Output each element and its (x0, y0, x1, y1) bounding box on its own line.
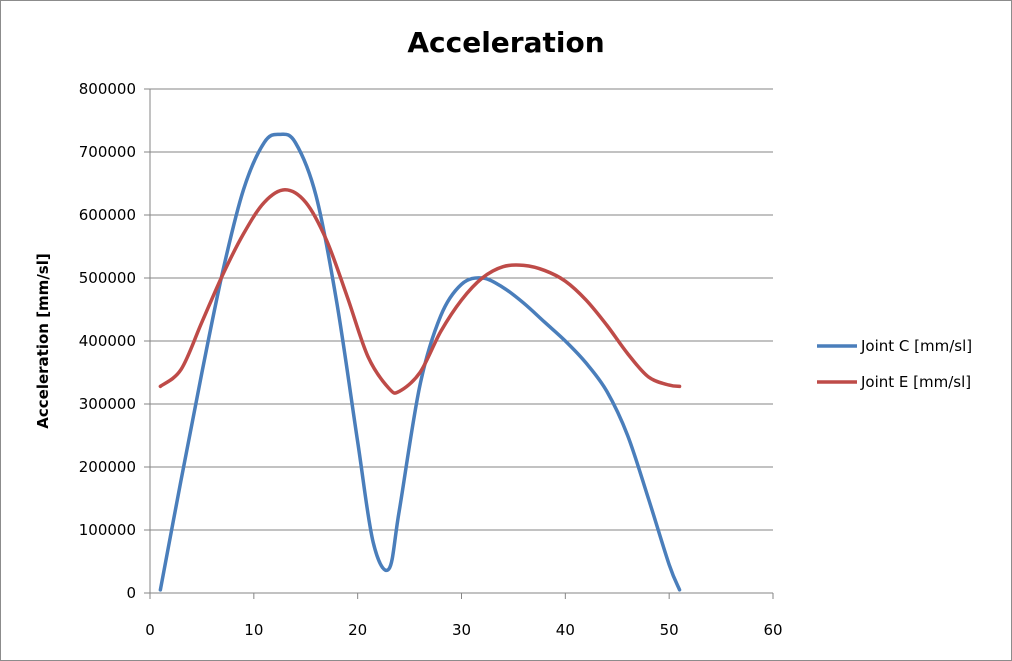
x-tick-label: 30 (452, 621, 471, 639)
x-tick-label: 50 (660, 621, 679, 639)
x-tick-label: 40 (556, 621, 575, 639)
axes (144, 88, 774, 599)
x-tick-label: 0 (145, 621, 155, 639)
legend-label-joint-c: Joint C [mm/sl] (860, 337, 972, 355)
y-tick-label: 100000 (79, 521, 136, 539)
y-tick-label: 700000 (79, 143, 136, 161)
chart-title: Acceleration (407, 26, 604, 59)
series-lines (158, 132, 682, 592)
x-tick-label: 10 (244, 621, 263, 639)
y-tick-label: 600000 (79, 206, 136, 224)
y-axis-label: Acceleration [mm/sl] (34, 253, 52, 428)
y-tick-label: 800000 (79, 80, 136, 98)
y-tick-label: 300000 (79, 395, 136, 413)
x-tick-label: 60 (763, 621, 782, 639)
y-tick-label: 400000 (79, 332, 136, 350)
series-line-joint-c (158, 132, 682, 592)
legend-label-joint-e: Joint E [mm/sl] (860, 373, 971, 391)
tick-labels: 0 100000 200000 300000 400000 500000 600000 700… (79, 80, 783, 639)
y-tick-label: 0 (126, 584, 136, 602)
x-tick-label: 20 (348, 621, 367, 639)
series-line-joint-e (158, 188, 682, 395)
y-tick-label: 200000 (79, 458, 136, 476)
y-tick-label: 500000 (79, 269, 136, 287)
gridlines (150, 88, 773, 531)
legend: Joint C [mm/sl] Joint E [mm/sl] (817, 337, 972, 391)
